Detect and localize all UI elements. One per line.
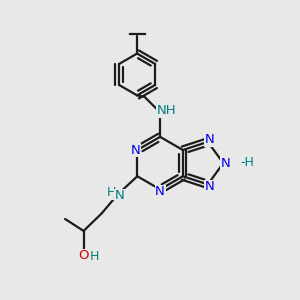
- Text: H: H: [90, 250, 100, 263]
- Text: N: N: [155, 185, 165, 198]
- Text: NH: NH: [157, 104, 176, 117]
- Text: -H: -H: [241, 156, 254, 169]
- Text: N: N: [131, 143, 141, 157]
- Text: O: O: [78, 249, 89, 262]
- Text: N: N: [205, 133, 214, 146]
- Text: N: N: [205, 180, 214, 193]
- Text: H: H: [107, 186, 116, 199]
- Text: N: N: [221, 157, 230, 169]
- Text: N: N: [115, 189, 124, 202]
